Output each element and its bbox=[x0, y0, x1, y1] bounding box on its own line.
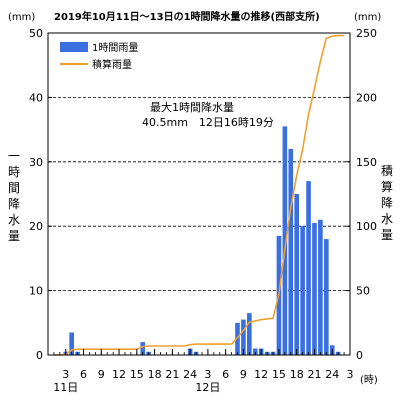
x-tick-label: 12 bbox=[254, 368, 268, 381]
x-tick-label: 18 bbox=[290, 368, 304, 381]
right-tick-label: 150 bbox=[356, 156, 377, 169]
x-tick-label: 18 bbox=[148, 368, 162, 381]
plot-frame bbox=[47, 32, 351, 356]
hourly-bar bbox=[318, 219, 323, 355]
right-tick-label: 200 bbox=[356, 91, 377, 104]
hourly-bar bbox=[252, 348, 258, 355]
left-tick-label: 50 bbox=[29, 27, 43, 40]
x-tick-label: 15 bbox=[272, 368, 286, 381]
right-tick-label: 250 bbox=[356, 27, 377, 40]
axis-title-char: 一 bbox=[8, 149, 20, 163]
hourly-bar bbox=[282, 126, 288, 355]
legend-bar-label: 1時間雨量 bbox=[92, 42, 138, 54]
x-tick-label: 3 bbox=[204, 368, 211, 381]
x-unit-label: (時) bbox=[360, 374, 378, 386]
right-tick-label: 100 bbox=[356, 220, 377, 233]
x-tick-label: 3 bbox=[347, 368, 354, 381]
left-tick-label: 20 bbox=[29, 220, 43, 233]
hourly-bar bbox=[294, 194, 300, 355]
axis-title-char: 降 bbox=[8, 197, 20, 211]
right-unit-label: (mm) bbox=[354, 12, 381, 23]
x-tick-label: 12 bbox=[112, 368, 126, 381]
left-tick-label: 30 bbox=[29, 156, 43, 169]
legend-line-label: 積算雨量 bbox=[92, 58, 132, 71]
day-label: 12日 bbox=[195, 381, 220, 394]
day-label: 11日 bbox=[53, 381, 78, 394]
hourly-bar bbox=[241, 319, 246, 355]
hourly-bar bbox=[235, 322, 240, 355]
x-tick-label: 6 bbox=[80, 368, 87, 381]
hourly-bar bbox=[306, 181, 311, 355]
hourly-bars bbox=[63, 126, 341, 355]
axis-title-char: 量 bbox=[381, 228, 393, 242]
left-tick-label: 0 bbox=[36, 349, 43, 362]
left-tick-label: 10 bbox=[29, 285, 43, 298]
axis-title-char: 時 bbox=[8, 165, 20, 179]
max-annotation-line2: 40.5mm 12日16時19分 bbox=[142, 116, 274, 129]
x-tick-label: 9 bbox=[240, 368, 247, 381]
x-tick-label: 9 bbox=[98, 368, 105, 381]
axis-title-char: 水 bbox=[381, 212, 393, 226]
hourly-bar bbox=[312, 222, 317, 355]
cumulative-line bbox=[53, 34, 345, 356]
x-tick-label: 15 bbox=[130, 368, 144, 381]
x-tick-label: 21 bbox=[165, 368, 179, 381]
x-tick-label: 21 bbox=[307, 368, 321, 381]
axis-title-char: 間 bbox=[8, 181, 20, 195]
hourly-bar bbox=[324, 239, 329, 355]
gridlines bbox=[48, 97, 350, 292]
axis-title-char: 量 bbox=[8, 229, 20, 243]
axis-title-char: 水 bbox=[8, 213, 20, 227]
left-unit-label: (mm) bbox=[8, 12, 35, 23]
right-tick-label: 50 bbox=[356, 285, 370, 298]
x-tick-label: 24 bbox=[183, 368, 197, 381]
x-tick-label: 24 bbox=[325, 368, 339, 381]
axis-title-char: 降 bbox=[381, 196, 393, 210]
x-tick-label: 6 bbox=[222, 368, 229, 381]
axis-title-char: 算 bbox=[381, 179, 393, 194]
hourly-bar bbox=[247, 313, 252, 355]
axis-title-char: 積 bbox=[381, 163, 393, 178]
hourly-bar bbox=[300, 226, 305, 355]
legend: 1時間雨量 積算雨量 bbox=[51, 37, 165, 75]
legend-bar-swatch bbox=[60, 42, 88, 52]
x-tick-label: 3 bbox=[62, 368, 69, 381]
left-tick-label: 40 bbox=[29, 91, 43, 104]
chart-title: 2019年10月11日～13日の1時間降水量の推移(西部支所) bbox=[54, 10, 320, 23]
max-annotation-line1: 最大1時間降水量 bbox=[150, 100, 234, 114]
hourly-bar bbox=[140, 342, 146, 355]
right-tick-label: 0 bbox=[356, 349, 363, 362]
hourly-bar bbox=[288, 148, 294, 355]
hourly-bar bbox=[69, 332, 74, 355]
